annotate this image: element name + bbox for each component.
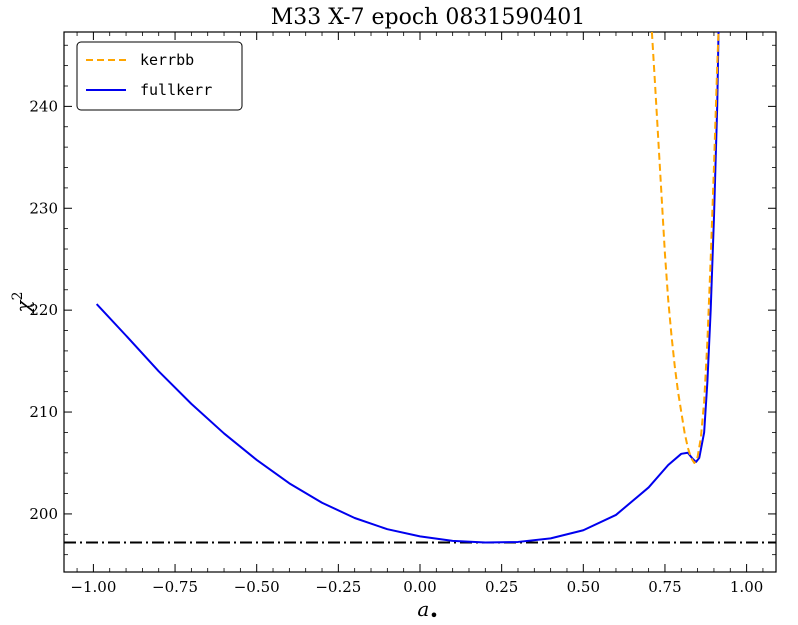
x-tick-label: −0.75	[152, 578, 198, 596]
plot-area	[64, 32, 776, 544]
legend-label-fullkerr: fullkerr	[140, 81, 212, 99]
x-tick-label: 1.00	[730, 578, 763, 596]
y-axis-label: χ2	[10, 291, 35, 314]
y-axis-label-superscript: 2	[10, 291, 26, 300]
x-tick-label: −0.25	[315, 578, 361, 596]
x-axis-label-symbol: •	[429, 606, 438, 625]
x-tick-label: 0.00	[403, 578, 436, 596]
axis-ticks: −1.00 −0.75 −0.50 −0.25 0.00 0.25 0.50 0.75 1.00…	[29, 32, 776, 596]
y-tick-label: 230	[29, 199, 58, 217]
series-line-fullkerr	[95, 32, 720, 544]
x-tick-label: 0.25	[485, 578, 518, 596]
y-tick-label: 220	[29, 301, 58, 319]
y-tick-label: 240	[29, 97, 58, 115]
chart-title: M33 X-7 epoch 0831590401	[271, 5, 586, 30]
legend-box	[76, 41, 243, 111]
y-tick-label: 210	[29, 403, 58, 421]
x-tick-label: 0.50	[567, 578, 600, 596]
x-tick-label: −0.50	[234, 578, 280, 596]
x-axis-label-text: a	[417, 597, 429, 621]
x-axis-label: a•	[417, 597, 438, 625]
series-line-kerrbb	[650, 32, 720, 464]
legend-label-kerrbb: kerrbb	[140, 51, 194, 69]
legend: kerrbb fullkerr	[76, 41, 243, 111]
y-axis-label-text: χ	[11, 299, 35, 315]
y-tick-label: 200	[29, 505, 58, 523]
x-tick-label: 0.75	[648, 578, 681, 596]
x-tick-label: −1.00	[70, 578, 116, 596]
